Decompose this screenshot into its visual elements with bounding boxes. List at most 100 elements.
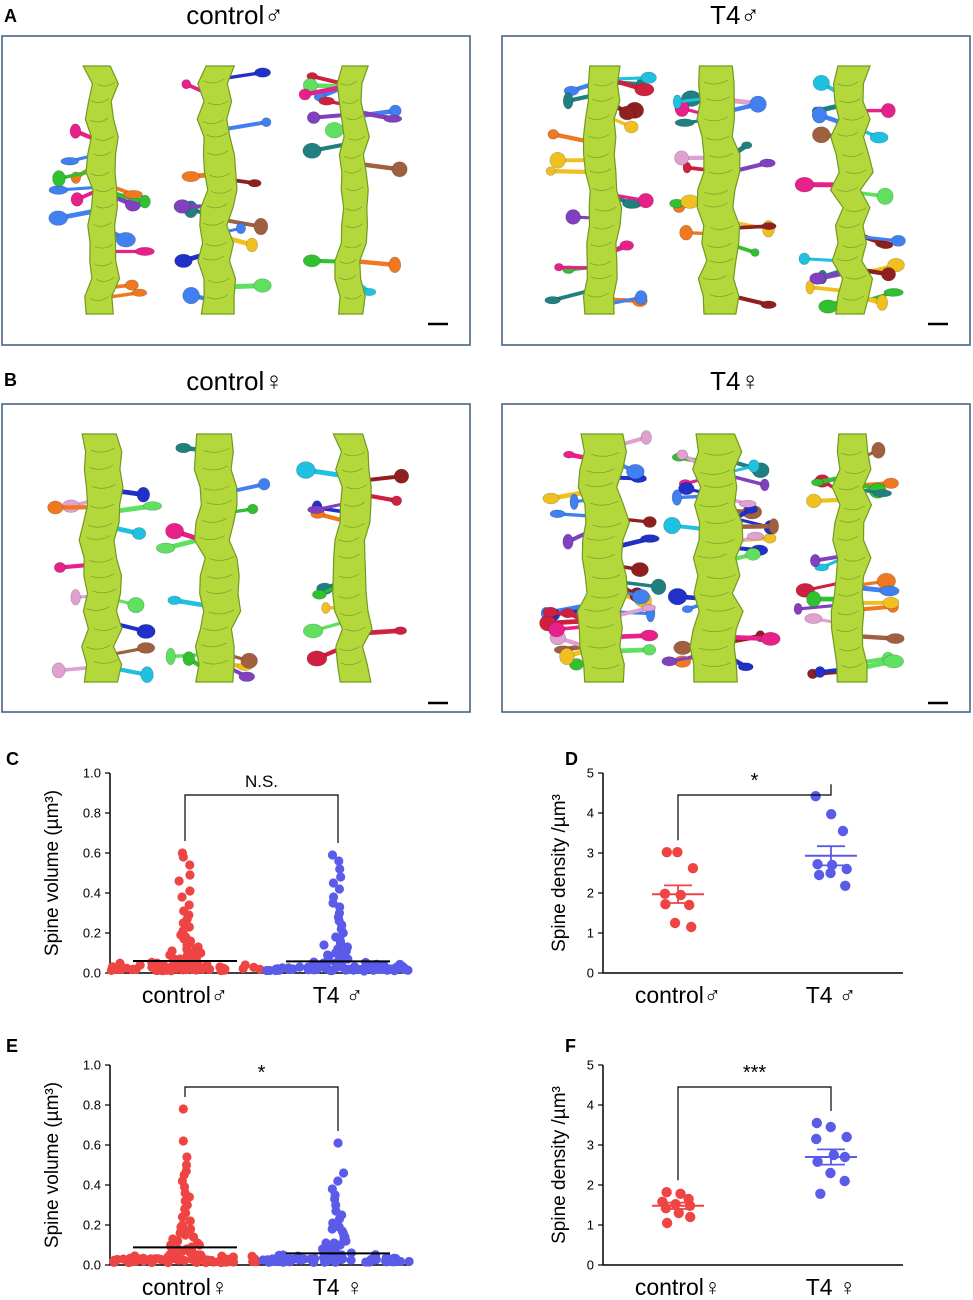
spine-head bbox=[882, 596, 900, 609]
dendrite-contour bbox=[207, 573, 233, 579]
chart-d: D 0 1 2 3 4 5 Spine density /µm³ control♂ T4 ♂ * bbox=[549, 749, 903, 1008]
spine-head bbox=[798, 252, 810, 265]
dendrite-contour bbox=[587, 153, 609, 158]
significance-label: * bbox=[751, 770, 759, 792]
data-point bbox=[178, 1104, 188, 1114]
spine-head bbox=[127, 597, 145, 614]
dendrite-contour bbox=[89, 503, 115, 509]
spine-head bbox=[748, 459, 760, 473]
data-point bbox=[333, 1138, 343, 1148]
spine-head bbox=[306, 650, 328, 667]
data-point bbox=[185, 886, 195, 896]
data-point bbox=[841, 863, 852, 875]
spine-head bbox=[811, 478, 825, 487]
spine-head bbox=[738, 662, 754, 672]
y-tick-label: 3 bbox=[587, 846, 594, 861]
dendrite-shaft bbox=[582, 65, 623, 315]
spine-head bbox=[48, 185, 69, 195]
spine-head bbox=[52, 170, 66, 187]
data-point bbox=[312, 964, 322, 974]
data-point bbox=[825, 867, 836, 879]
data-point bbox=[180, 1230, 190, 1240]
data-point bbox=[185, 860, 195, 870]
spine-head bbox=[793, 602, 803, 615]
dendrite-contour bbox=[592, 186, 615, 191]
spine-head bbox=[167, 595, 182, 605]
dendrite-contour bbox=[91, 171, 110, 177]
data-point bbox=[336, 872, 346, 882]
data-point bbox=[661, 1187, 672, 1198]
dendrite-contour bbox=[340, 611, 362, 616]
dendrite-contour bbox=[841, 152, 864, 157]
spine-head bbox=[48, 210, 68, 226]
spine-head bbox=[812, 74, 830, 91]
data-point bbox=[202, 1255, 213, 1265]
spine-head bbox=[115, 232, 136, 248]
data-point bbox=[839, 1175, 850, 1187]
dendrite-contour bbox=[346, 186, 364, 191]
significance-label: *** bbox=[743, 1062, 767, 1084]
dendrite-shaft bbox=[334, 65, 370, 315]
dendrite-contour bbox=[837, 610, 859, 616]
data-point bbox=[173, 1236, 183, 1246]
spine-head bbox=[136, 486, 151, 503]
spine-head bbox=[634, 82, 655, 97]
dendrite-contour bbox=[837, 131, 859, 137]
dendrite-contour bbox=[842, 243, 864, 248]
y-tick-label: 3 bbox=[587, 1138, 594, 1153]
spine-head bbox=[324, 122, 344, 139]
spine-head bbox=[631, 589, 650, 605]
data-point bbox=[153, 1254, 163, 1264]
spine-head bbox=[672, 94, 682, 110]
data-point bbox=[328, 1254, 339, 1265]
spine-head bbox=[298, 88, 312, 101]
spine-head bbox=[47, 500, 64, 515]
panel-b-control-dendrites bbox=[47, 433, 410, 684]
y-tick-label: 4 bbox=[587, 806, 594, 821]
spine-head bbox=[173, 199, 191, 214]
dendrite-contour bbox=[706, 574, 737, 579]
spine-head bbox=[312, 589, 327, 600]
dendrite-contour bbox=[586, 535, 615, 541]
spine-head bbox=[258, 478, 271, 491]
data-point bbox=[334, 1214, 345, 1224]
spine-head bbox=[812, 126, 831, 144]
dendrite-contour bbox=[699, 591, 729, 597]
spine-head bbox=[890, 234, 906, 247]
dendrite-contour bbox=[592, 522, 621, 528]
data-point bbox=[131, 964, 141, 974]
data-point bbox=[249, 1254, 260, 1264]
spine-neck bbox=[551, 132, 590, 144]
data-point bbox=[179, 1256, 190, 1266]
dendrite-contour bbox=[338, 275, 357, 280]
dendrite-shaft bbox=[689, 433, 744, 683]
spine-head bbox=[794, 176, 815, 193]
spine-head bbox=[549, 509, 566, 519]
data-point bbox=[185, 870, 195, 880]
panel-letter-b: B bbox=[4, 370, 17, 390]
spine-head bbox=[246, 237, 258, 253]
spine-head bbox=[182, 286, 200, 305]
y-tick-label: 0.8 bbox=[83, 806, 101, 821]
data-point bbox=[177, 1212, 188, 1222]
spine-head bbox=[136, 624, 156, 639]
dendrite-contour bbox=[88, 557, 114, 563]
spine-head bbox=[60, 157, 79, 166]
spine-head bbox=[563, 450, 575, 459]
data-point bbox=[118, 1254, 128, 1264]
data-point bbox=[334, 856, 344, 866]
spine-head bbox=[878, 240, 894, 249]
dendrite-contour bbox=[203, 626, 229, 631]
spine-head bbox=[318, 96, 335, 106]
spine-head bbox=[642, 644, 657, 656]
data-point bbox=[327, 1224, 337, 1234]
data-point bbox=[338, 1168, 349, 1178]
spine-head bbox=[619, 240, 634, 251]
data-point bbox=[825, 1121, 836, 1133]
spine-head bbox=[253, 217, 269, 236]
data-point bbox=[163, 1257, 173, 1268]
spine-head bbox=[394, 626, 407, 635]
data-point bbox=[669, 917, 681, 929]
dendrite-contour bbox=[93, 221, 112, 227]
